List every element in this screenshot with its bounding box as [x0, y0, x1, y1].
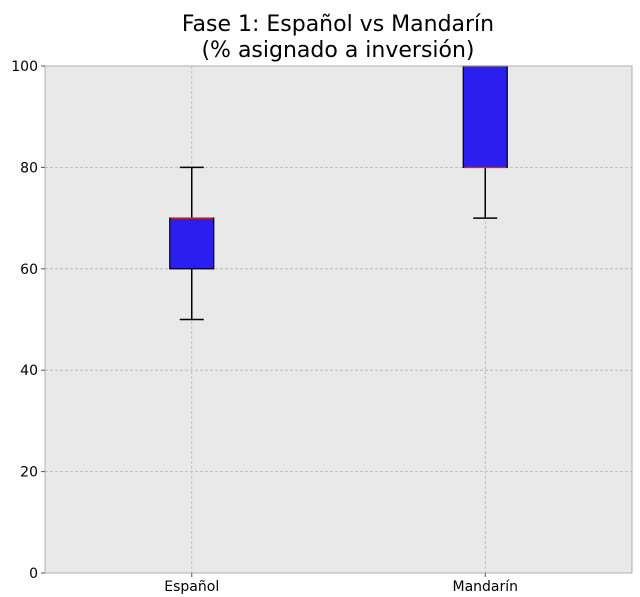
x-tick-label: Español	[164, 579, 219, 595]
y-tick-label: 0	[29, 566, 38, 582]
y-tick-label: 100	[11, 59, 38, 75]
axis-ticks: 0 20 40 60 80 100 Español Mandarín	[11, 59, 518, 595]
iqr-box	[169, 217, 215, 270]
iqr-box	[462, 65, 508, 169]
y-tick-label: 40	[20, 363, 38, 379]
grid-lines	[45, 66, 632, 573]
chart-title-line-1: Fase 1: Español vs Mandarín	[182, 12, 494, 37]
boxes-layer	[169, 65, 508, 321]
box-0	[169, 166, 215, 321]
y-tick-label: 20	[20, 465, 38, 481]
plot-area	[45, 66, 632, 573]
x-tick-label: Mandarín	[452, 579, 518, 595]
plot-frame	[44, 65, 633, 574]
chart-title-line-2: (% asignado a inversión)	[201, 38, 474, 63]
box-1	[462, 65, 508, 219]
y-tick-label: 80	[20, 160, 38, 176]
y-tick-label: 60	[20, 262, 38, 278]
